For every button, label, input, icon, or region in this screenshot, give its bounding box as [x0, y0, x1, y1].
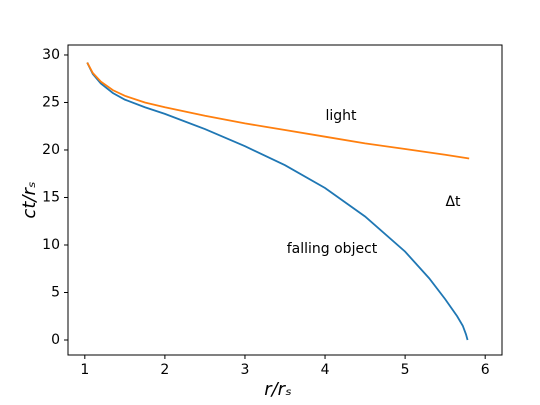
plot-frame — [67, 44, 503, 356]
y-tick-label: 25 — [42, 94, 60, 110]
y-tick-label: 10 — [42, 237, 60, 253]
x-tick-label: 5 — [401, 362, 410, 378]
x-tick-label: 3 — [241, 362, 250, 378]
line — [86, 62, 469, 341]
x-tick-label: 6 — [481, 362, 490, 378]
series-annotation: light — [325, 108, 357, 124]
y-axis-label: ct/rₛ — [19, 181, 40, 218]
y-tick-label: 20 — [42, 142, 60, 158]
series-annotation: falling object — [287, 241, 378, 257]
y-tick-label: 15 — [42, 189, 60, 205]
x-tick-label: 1 — [80, 362, 89, 378]
line — [86, 62, 470, 160]
y-tick-label: 30 — [42, 47, 60, 63]
annotation: Δt — [445, 194, 461, 210]
x-axis-label: r/rₛ — [264, 379, 292, 400]
y-tick-label: 5 — [51, 284, 60, 300]
y-tick-label: 0 — [51, 332, 60, 348]
x-tick-label: 4 — [321, 362, 330, 378]
x-tick-label: 2 — [160, 362, 169, 378]
